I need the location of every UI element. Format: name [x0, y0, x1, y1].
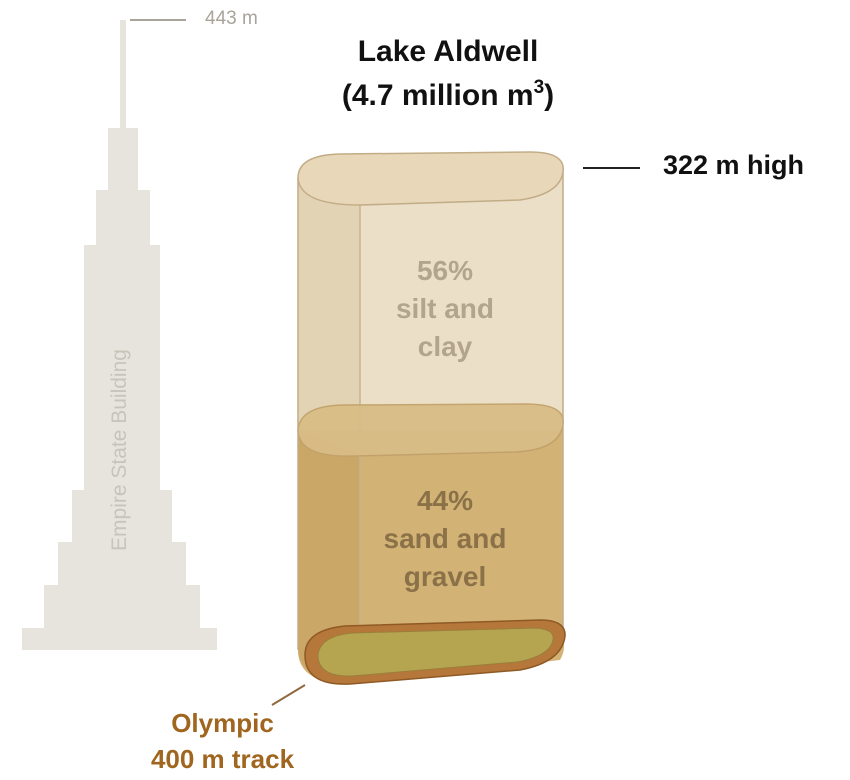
- column-top-ellipse: [297, 151, 564, 206]
- silt-clay-line-2: clay: [417, 331, 473, 362]
- sand-gravel-line-1: sand and: [383, 523, 507, 554]
- silt-clay-layer: [298, 178, 563, 430]
- column-height-label: 322 m high: [663, 150, 805, 180]
- layer-boundary-ellipse: [297, 403, 564, 457]
- title-line-2: (4.7 million m3): [268, 74, 628, 118]
- title-volume-text: (4.7 million m: [341, 79, 534, 112]
- sand-gravel-percent: 44%: [416, 485, 474, 516]
- olympic-track-infield: [317, 627, 554, 677]
- sand-gravel-line-2: gravel: [403, 561, 487, 592]
- title-volume-exponent: 3: [533, 77, 545, 98]
- empire-state-building-silhouette: [22, 20, 217, 650]
- silt-clay-label: 56% silt and clay: [345, 252, 545, 366]
- silt-clay-line-1: silt and: [395, 293, 494, 324]
- track-pointer-line: [271, 684, 306, 706]
- empire-state-height-label: 443 m: [205, 8, 258, 29]
- olympic-track-label: Olympic 400 m track: [120, 705, 325, 777]
- column-outline: [297, 172, 564, 650]
- sand-gravel-label: 44% sand and gravel: [345, 482, 545, 596]
- empire-state-name-label: Empire State Building: [108, 349, 131, 551]
- title-volume-close: ): [544, 79, 555, 112]
- sand-gravel-left-face: [298, 430, 360, 684]
- title-line-1: Lake Aldwell: [357, 35, 539, 68]
- track-label-line-2: 400 m track: [150, 744, 295, 774]
- sand-gravel-layer: [298, 430, 564, 684]
- track-label-line-1: Olympic: [171, 708, 274, 738]
- diagram-title: Lake Aldwell (4.7 million m3): [268, 30, 628, 118]
- silt-clay-percent: 56%: [416, 255, 474, 286]
- sediment-column: [297, 151, 566, 685]
- silt-clay-left-face: [298, 178, 360, 430]
